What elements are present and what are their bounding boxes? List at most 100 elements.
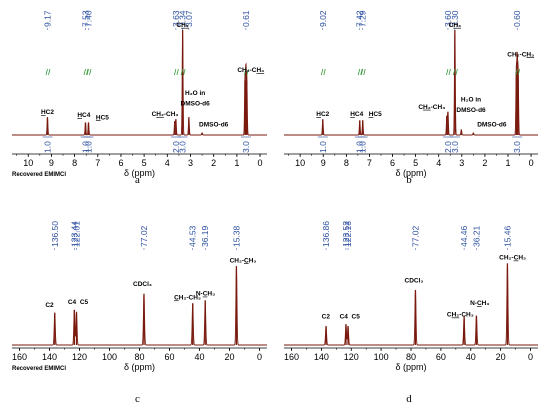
panel-a: 9.17 7.537.40 3.633.343.07 0.611.0 1.01.0 2.0…: [12, 10, 267, 186]
integral-value: 2.0: [171, 141, 181, 153]
x-axis-label: δ (ppm): [395, 362, 426, 372]
integral-curve: [357, 68, 363, 76]
x-tick-label: 9: [49, 158, 54, 168]
integral-value: 1.0: [358, 141, 368, 153]
integral-curve: [446, 68, 451, 76]
peak-label: 36.19: [200, 225, 210, 247]
sample-label: Recovered EMIMCl: [12, 366, 66, 372]
peak-label: 0.60: [512, 10, 522, 27]
x-tick-label: 0: [528, 352, 533, 362]
peak-label: 3.30: [450, 10, 460, 27]
x-tick-label: 2: [482, 158, 487, 168]
peak-label: 7.40: [84, 10, 94, 27]
integral-curve: [86, 68, 92, 76]
x-tick-label: 0: [529, 158, 534, 168]
spectrum-trace: [12, 30, 267, 136]
peak-label: 9.17: [42, 10, 52, 27]
group-annotation: HC2: [316, 111, 329, 118]
group-annotation: CDCl₃: [405, 277, 424, 284]
integral-value: 1.0: [84, 141, 94, 153]
group-annotation: CDCl₃: [133, 281, 152, 288]
peak-label: 122.01: [71, 221, 81, 247]
integral-value: 3.0: [241, 141, 251, 153]
group-annotation: C4: [340, 313, 349, 320]
x-tick-label: 10: [23, 158, 33, 168]
peak-label: 77.02: [410, 225, 420, 247]
integral-curve: [515, 68, 521, 76]
x-tick-label: 5: [413, 158, 418, 168]
integral-value: 1.0: [80, 141, 90, 153]
x-axis-label: δ (ppm): [395, 168, 426, 178]
x-tick-label: 5: [142, 158, 147, 168]
integral-value: 1.0: [318, 141, 328, 153]
x-tick-label: 0: [257, 352, 262, 362]
x-tick-label: 40: [466, 352, 476, 362]
panel-b: 9.02 7.427.29 3.603.30 0.601.0 1.01.0 2.03.0 3…: [284, 10, 538, 186]
x-tick-label: 1: [234, 158, 239, 168]
peak-label: 3.34: [178, 10, 188, 27]
x-tick-label: 8: [344, 158, 349, 168]
x-tick-label: 60: [436, 352, 446, 362]
spectrum-trace: [12, 266, 267, 346]
panel-letter: d: [406, 393, 412, 405]
integral-value: 1.0: [355, 141, 365, 153]
x-tick-label: 8: [72, 158, 77, 168]
integral-curve: [45, 68, 51, 76]
integral-curve: [452, 68, 458, 76]
group-annotation: CH₂-CH₃: [152, 111, 179, 118]
x-tick-label: 60: [164, 352, 174, 362]
integral-curve: [244, 68, 249, 76]
group-annotation: C5: [352, 313, 361, 320]
group-annotation: CH₂-CH₃: [499, 255, 526, 262]
x-tick-label: 6: [118, 158, 123, 168]
x-tick-label: 3: [188, 158, 193, 168]
peak-label: 7.42: [355, 10, 365, 27]
x-tick-label: 160: [12, 352, 27, 362]
peak-label: 36.21: [471, 225, 481, 247]
integral-value: 3.0: [450, 141, 460, 153]
group-annotation: HC4: [77, 112, 90, 119]
spectrum-trace: [284, 264, 538, 346]
group-annotation: C4: [68, 299, 77, 306]
group-annotation: HC4: [350, 111, 363, 118]
group-annotation: CH₂-CH₃: [507, 51, 534, 58]
x-tick-label: 140: [314, 352, 329, 362]
x-tick-label: 6: [390, 158, 395, 168]
peak-label: 3.60: [443, 10, 453, 27]
peak-label: 7.29: [358, 10, 368, 27]
peak-label: 123.44: [69, 221, 79, 247]
x-tick-label: 100: [374, 352, 389, 362]
group-annotation: C5: [80, 299, 89, 306]
integral-curve: [83, 68, 89, 76]
group-annotation: CH₂-CH₃: [174, 294, 201, 301]
group-annotation: H₂O in: [185, 90, 205, 97]
x-tick-label: 140: [42, 352, 57, 362]
group-annotation: DMSO-d6: [181, 101, 211, 108]
x-tick-label: 120: [344, 352, 359, 362]
group-annotation: CH₃: [176, 22, 188, 29]
x-tick-label: 7: [367, 158, 372, 168]
integral-curve: [174, 68, 179, 76]
group-annotation: HC2: [41, 109, 54, 116]
group-annotation: N-CH₃: [470, 300, 489, 307]
peak-label: 9.02: [318, 10, 328, 27]
group-annotation: DMSO-d6: [199, 122, 229, 129]
panel-letter: c: [135, 393, 140, 405]
peak-label: 136.86: [321, 221, 331, 247]
integral-value: 3.0: [178, 141, 188, 153]
x-tick-label: 80: [406, 352, 416, 362]
group-annotation: CH₂-CH₃: [447, 312, 474, 319]
x-axis-label: δ (ppm): [124, 168, 155, 178]
panel-letter: a: [135, 174, 140, 186]
group-annotation: CH₂-CH₃: [418, 104, 445, 111]
integral-curve: [180, 68, 186, 76]
x-tick-label: 4: [165, 158, 170, 168]
peak-label: 136.50: [50, 221, 60, 247]
peak-label: 122.13: [343, 221, 353, 247]
peak-label: 15.46: [502, 225, 512, 247]
x-tick-label: 40: [194, 352, 204, 362]
integral-value: 3.0: [512, 141, 522, 153]
peak-label: 15.38: [231, 225, 241, 247]
